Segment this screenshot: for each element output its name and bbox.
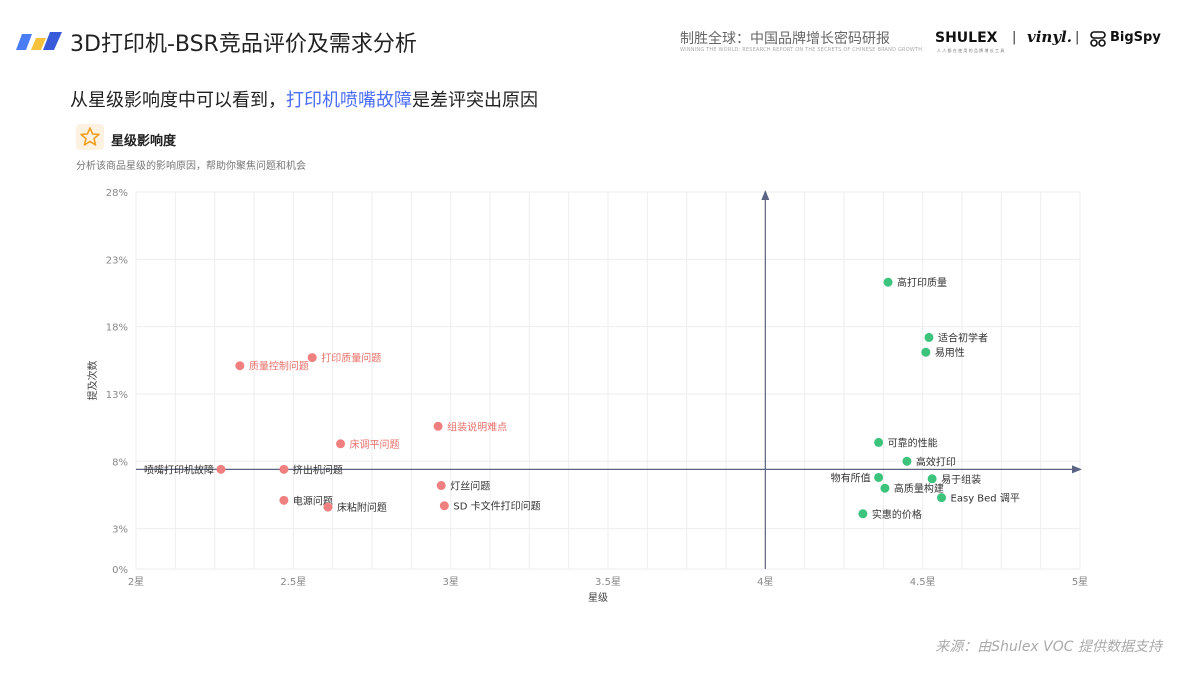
data-label: 打印质量问题: [321, 352, 381, 365]
data-label: 易于组装: [941, 473, 981, 486]
brand-shulex-sub: 人 人 都 在 使 用 的 品 牌 增 长 工 具: [937, 48, 1005, 53]
data-label: Easy Bed 调平: [951, 493, 1020, 505]
data-point: [336, 439, 346, 449]
data-label: 物有所值: [831, 471, 871, 484]
data-point: [433, 421, 443, 431]
data-point: [924, 332, 934, 342]
data-point: [235, 361, 245, 371]
star-icon: [80, 127, 100, 146]
brand-shulex: SHULEX: [935, 30, 998, 46]
data-label: 高打印质量: [897, 276, 947, 289]
data-point: [937, 493, 947, 503]
panel-title: 星级影响度: [111, 134, 177, 149]
brand-vinyl: vinyl.: [1027, 28, 1072, 46]
data-point: [880, 483, 890, 493]
data-label: 床粘附问题: [337, 501, 387, 514]
y-tick-label: 3%: [112, 525, 128, 536]
data-label: 高效打印: [916, 455, 956, 468]
data-label: 易用性: [935, 346, 965, 359]
data-point: [436, 481, 446, 491]
data-label: 电源问题: [293, 494, 333, 507]
data-label: SD 卡文件打印问题: [453, 500, 540, 513]
data-point: [902, 456, 912, 466]
data-point: [216, 464, 226, 474]
headline: 从星级影响度中可以看到，打印机喷嘴故障是差评突出原因: [70, 86, 538, 112]
x-tick-label: 4星: [757, 576, 773, 588]
x-tick-label: 3.5星: [595, 576, 621, 588]
data-point: [439, 501, 449, 511]
x-axis-label: 星级: [588, 592, 608, 604]
data-label: 适合初学者: [938, 331, 988, 344]
x-tick-label: 2.5星: [280, 576, 306, 588]
report-title: 制胜全球：中国品牌增长密码研报: [680, 31, 890, 47]
y-tick-label: 28%: [106, 188, 128, 199]
y-tick-label: 8%: [112, 457, 128, 468]
page-title: 3D打印机-BSR竞品评价及需求分析: [70, 32, 417, 57]
data-point: [307, 353, 317, 363]
y-tick-label: 13%: [106, 390, 128, 401]
data-point: [279, 464, 289, 474]
data-label: 实惠的价格: [872, 508, 922, 521]
data-point: [323, 502, 333, 512]
brand-bigspy: BigSpy: [1110, 30, 1161, 45]
arrow-up-icon: [761, 190, 770, 200]
data-label: 组装说明难点: [447, 420, 507, 433]
data-point: [921, 347, 931, 357]
report-banner: 制胜全球：中国品牌增长密码研报 WINNING THE WORLD: RESEA…: [680, 24, 1180, 60]
y-tick-label: 0%: [112, 565, 128, 576]
brand-separator: |: [1075, 30, 1080, 45]
headline-suffix: 是差评突出原因: [412, 90, 538, 111]
report-subtitle: WINNING THE WORLD: RESEARCH REPORT ON TH…: [680, 47, 923, 53]
bigspy-icon: [1090, 31, 1106, 47]
data-label: 床调平问题: [350, 438, 400, 451]
data-point: [858, 509, 868, 519]
data-point: [279, 495, 289, 505]
data-label: 可靠的性能: [888, 436, 938, 449]
arrow-right-icon: [1072, 465, 1082, 474]
y-tick-label: 18%: [106, 323, 128, 334]
data-label: 灯丝问题: [450, 480, 490, 493]
data-point: [874, 437, 884, 447]
data-point: [874, 472, 884, 482]
data-point: [927, 474, 937, 484]
data-label: 喷嘴打印机故障: [144, 463, 214, 476]
data-label: 挤出机问题: [293, 463, 343, 476]
data-label: 质量控制问题: [249, 360, 309, 373]
x-tick-label: 4.5星: [910, 576, 936, 588]
panel-description: 分析该商品星级的影响原因，帮助你聚焦问题和机会: [76, 161, 306, 172]
brand-separator: |: [1012, 30, 1017, 45]
source-note: 来源：由Shulex VOC 提供数据支持: [935, 639, 1162, 655]
headline-highlight: 打印机喷嘴故障: [286, 90, 412, 111]
headline-prefix: 从星级影响度中可以看到，: [70, 90, 286, 111]
x-tick-label: 3星: [442, 576, 458, 588]
data-label: 高质量构建: [894, 482, 944, 495]
y-tick-label: 23%: [106, 255, 128, 266]
x-tick-label: 5星: [1072, 576, 1088, 588]
panel-icon-box: [76, 124, 104, 150]
app-logo: [16, 32, 62, 50]
x-tick-label: 2星: [128, 576, 144, 588]
data-point: [883, 277, 893, 287]
y-axis-label: 提及次数: [86, 361, 99, 401]
